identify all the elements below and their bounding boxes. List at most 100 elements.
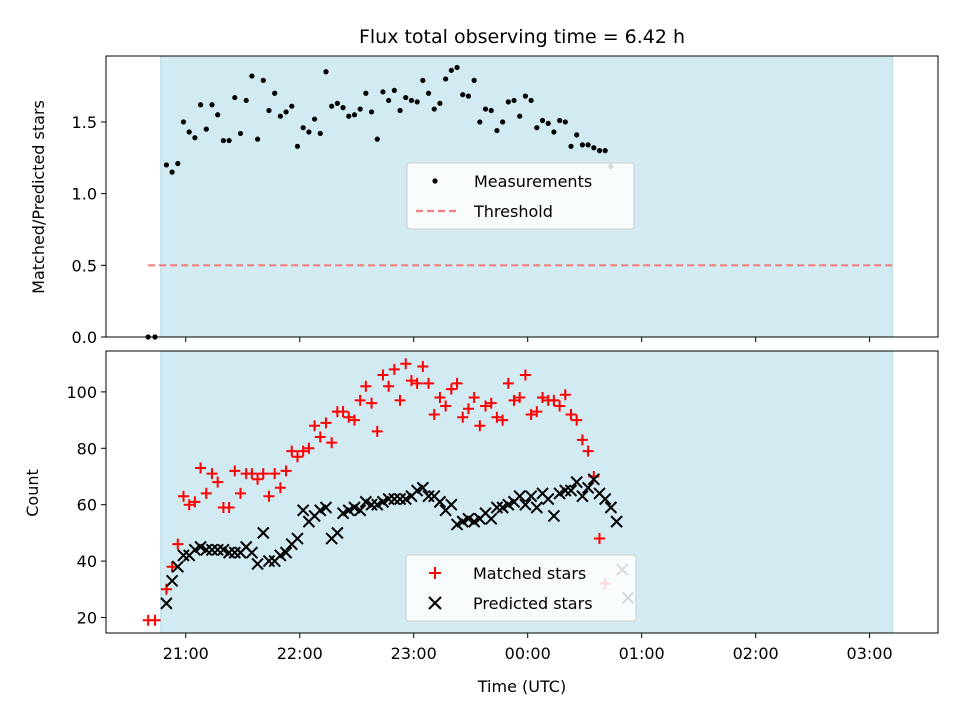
predicted-star-point (485, 512, 498, 525)
predicted-star-point (393, 492, 407, 506)
predicted-star-point (388, 492, 401, 506)
matched-star-point (166, 561, 178, 573)
measurement-point (203, 126, 209, 132)
predicted-star-point (564, 484, 578, 497)
measurement-point (192, 135, 198, 141)
measurement-point (448, 67, 454, 73)
measurement-point (329, 103, 335, 109)
matched-star-point (394, 394, 406, 406)
measurement-point (500, 119, 506, 125)
matched-star-point (514, 392, 526, 404)
matched-star-point (206, 468, 218, 480)
x-axis-label: Time (UTC) (477, 677, 566, 696)
matched-star-point (234, 487, 246, 499)
matched-star-point (229, 465, 241, 477)
predicted-star-point (587, 473, 601, 486)
y-tick-label: 1.0 (72, 185, 97, 204)
measurement-point (323, 69, 329, 75)
legend-measurements-marker (432, 178, 438, 184)
matched-star-point (286, 445, 298, 457)
predicted-star-point (211, 543, 224, 557)
measurement-point (408, 97, 415, 104)
x-tick-label: 23:00 (391, 644, 437, 663)
matched-star-point (571, 414, 583, 426)
predicted-star-point (251, 557, 264, 571)
matched-star-point (582, 445, 594, 457)
matched-star-point (149, 614, 161, 626)
matched-star-point (525, 408, 537, 420)
measurement-point (237, 130, 244, 137)
measurement-point (368, 109, 375, 115)
predicted-star-point (200, 543, 213, 557)
matched-star-point (183, 499, 195, 511)
predicted-star-point (331, 526, 344, 540)
matched-star-point (280, 465, 292, 477)
predicted-star-point (570, 475, 583, 489)
measurement-point (220, 137, 226, 144)
measurement-point (596, 148, 603, 154)
measurement-point (403, 94, 409, 101)
matched-star-point (200, 487, 212, 499)
x-tick-label: 22:00 (277, 644, 323, 663)
chart-title: Flux total observing time = 6.42 h (359, 26, 685, 48)
measurement-point (357, 106, 363, 112)
matched-star-point (405, 375, 417, 387)
measurement-point (482, 106, 489, 112)
legend-predicted-marker (428, 596, 442, 610)
predicted-star-point (513, 490, 526, 503)
matched-star-point (320, 417, 332, 429)
y-tick-label: 1.5 (72, 113, 97, 132)
predicted-star-point (177, 549, 190, 562)
matched-star-point (297, 445, 309, 457)
matched-star-point (445, 383, 457, 395)
measurement-point (215, 112, 221, 118)
predicted-star-point (581, 481, 595, 494)
predicted-star-point (422, 490, 435, 503)
matched-star-point (457, 411, 469, 423)
matched-star-point (468, 392, 480, 404)
measurement-point (386, 97, 392, 104)
y-tick-label: 0.5 (72, 256, 97, 275)
matched-star-point (360, 380, 372, 392)
matched-star-point (263, 490, 275, 502)
predicted-star-point (445, 498, 458, 511)
matched-star-point (491, 411, 503, 423)
counts-panel: 20 40 60 80 100 21:00 22:00 23:00 00:00 01:00 02:… (23, 350, 939, 696)
matched-star-point (291, 451, 303, 463)
predicted-star-point (576, 490, 589, 503)
measurement-point (380, 89, 386, 95)
matched-star-point (189, 496, 201, 508)
measurement-point (557, 117, 563, 124)
matched-star-point (337, 406, 349, 418)
matched-star-point (354, 394, 366, 406)
measurement-point (454, 64, 460, 71)
measurement-point (539, 117, 546, 124)
y-tick-label: 100 (66, 383, 97, 402)
predicted-star-point (542, 492, 555, 506)
predicted-star-point (160, 597, 173, 610)
matched-star-point (559, 389, 571, 401)
matched-star-point (269, 468, 281, 480)
measurement-point (311, 116, 318, 122)
measurement-point (574, 132, 580, 138)
measurement-point (300, 125, 306, 131)
measurement-point (602, 148, 608, 154)
ratio-legend: Measurements Threshold (406, 162, 635, 230)
measurement-point (317, 130, 323, 137)
matched-star-point (377, 369, 389, 381)
measurement-point (585, 142, 591, 148)
matched-star-point (440, 400, 452, 412)
measurement-point (443, 76, 449, 82)
measurement-point (528, 97, 534, 104)
measurement-point (460, 92, 466, 98)
ratio-y-axis-label: Matched/Predicted stars (29, 100, 48, 294)
ratio-y-axis: 0.0 0.5 1.0 1.5 (72, 113, 106, 347)
predicted-star-point (296, 504, 310, 517)
matched-star-point (594, 533, 606, 545)
measurement-point (505, 99, 511, 105)
matched-star-point (366, 397, 378, 409)
measurement-point (163, 162, 170, 168)
measurement-point (494, 127, 500, 134)
x-tick-label: 21:00 (163, 644, 209, 663)
predicted-star-point (222, 546, 236, 559)
